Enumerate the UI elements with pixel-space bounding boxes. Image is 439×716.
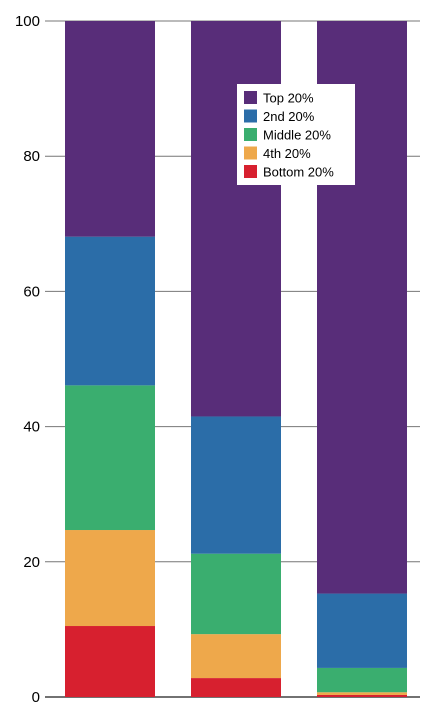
bar-segment [65, 385, 155, 531]
bar-segment [65, 626, 155, 697]
bar-segment [191, 634, 281, 679]
legend-label: 2nd 20% [263, 109, 315, 124]
bar-segment [65, 530, 155, 627]
bar-segment [191, 416, 281, 554]
bar-segment [191, 553, 281, 635]
y-tick-label: 40 [23, 419, 40, 436]
legend-swatch [244, 91, 257, 104]
legend-swatch [244, 109, 257, 123]
bar-segment [191, 21, 281, 417]
bar-segment [317, 667, 407, 693]
bar-segment [317, 593, 407, 668]
y-tick-label: 80 [23, 148, 40, 165]
y-tick-label: 20 [23, 554, 40, 571]
legend-label: Bottom 20% [263, 165, 334, 180]
y-tick-label: 0 [32, 689, 40, 706]
legend-label: Top 20% [263, 91, 314, 106]
bars [65, 21, 407, 697]
y-tick-label: 60 [23, 283, 40, 300]
bar-segment [191, 678, 281, 697]
legend-label: 4th 20% [263, 146, 311, 161]
bar-segment [65, 236, 155, 386]
legend: Top 20% 2nd 20% Middle 20% 4th 20% Bottom 20… [237, 84, 355, 185]
bar-segment [317, 694, 407, 697]
bar-segment [317, 692, 407, 695]
legend-swatch [244, 165, 257, 178]
legend-swatch [244, 146, 257, 160]
bar-segment [65, 21, 155, 237]
legend-swatch [244, 128, 257, 141]
y-axis: 0 20 40 60 80 100 [15, 13, 40, 706]
y-tick-label: 100 [15, 13, 40, 30]
legend-label: Middle 20% [263, 128, 331, 143]
